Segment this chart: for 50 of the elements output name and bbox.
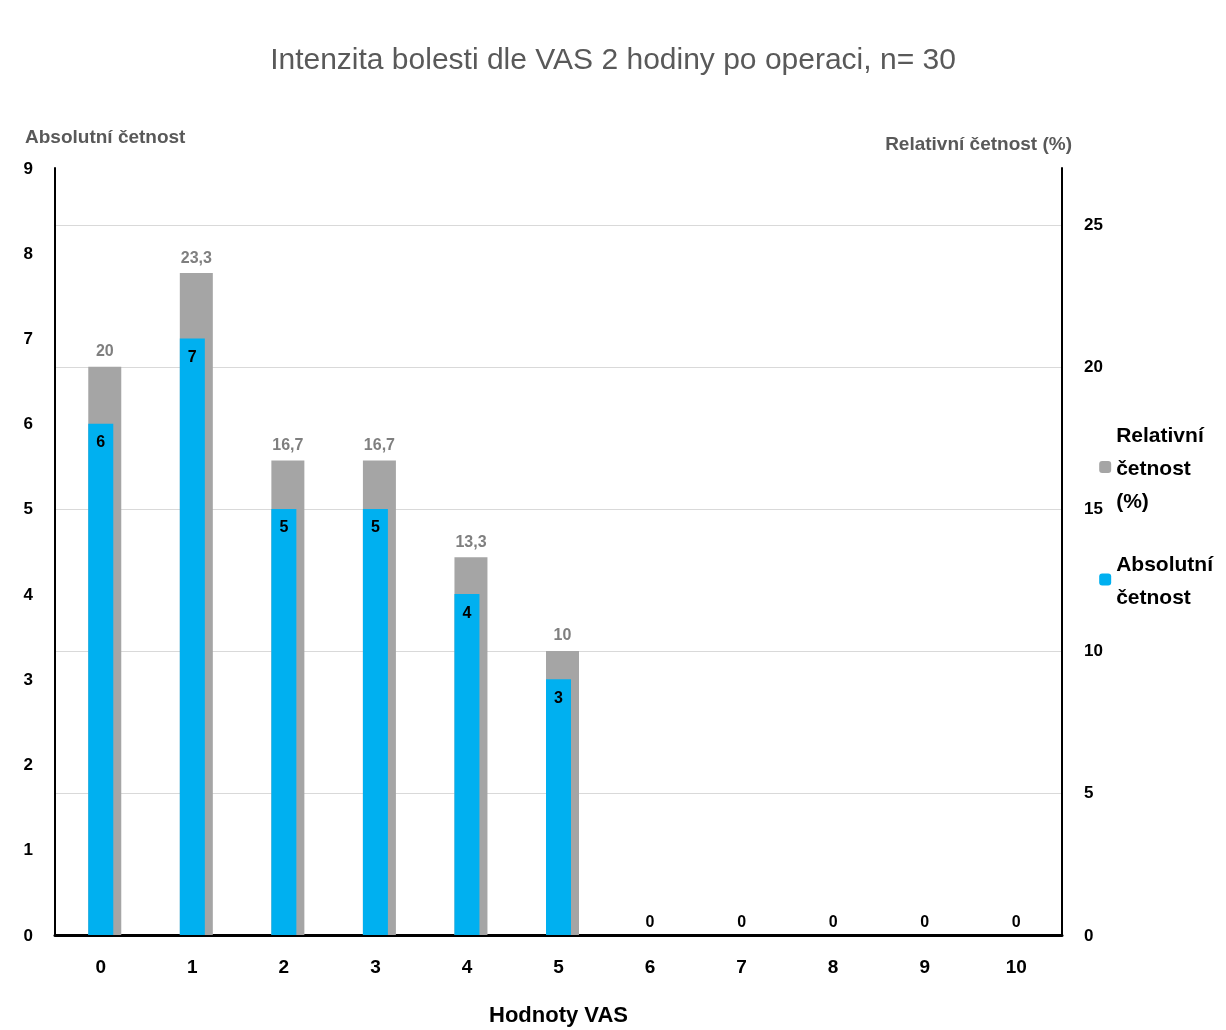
x-tick-label: 4: [461, 956, 473, 977]
data-label: 5: [370, 518, 380, 536]
y2-tick-label: 20: [1084, 357, 1103, 377]
data-label: 0: [828, 912, 838, 930]
data-label: 16,7: [363, 436, 396, 454]
y-tick-label: 3: [23, 669, 33, 689]
data-label: 5: [279, 518, 289, 536]
y-tick-label: 0: [23, 925, 33, 945]
data-label: 6: [96, 433, 106, 451]
data-label: 23,3: [180, 248, 212, 266]
y-tick-label: 4: [23, 584, 34, 604]
x-tick-label: 3: [370, 956, 381, 977]
data-label: 0: [645, 912, 655, 930]
x-axis-title: Hodnoty VAS: [489, 1001, 628, 1027]
y2-tick-label: 10: [1084, 641, 1103, 661]
data-label: 10: [553, 626, 572, 644]
data-label: 4: [462, 603, 472, 621]
data-label: 7: [187, 347, 197, 365]
data-label: 20: [95, 342, 114, 360]
y2-tick-label: 25: [1084, 215, 1103, 235]
y-tick-label: 9: [23, 158, 33, 178]
y-tick-label: 8: [23, 243, 33, 263]
legend-label: Absolutní četnost: [1116, 551, 1215, 608]
y-tick-label: 5: [23, 499, 33, 519]
y2-tick-label: 5: [1084, 783, 1094, 803]
x-tick-label: 10: [1005, 956, 1027, 977]
x-tick-label: 5: [553, 956, 565, 977]
x-tick-label: 8: [827, 956, 839, 977]
data-label: 0: [1011, 912, 1021, 930]
x-tick-label: 2: [278, 956, 290, 977]
y-tick-label: 2: [23, 755, 33, 775]
data-label: 13,3: [455, 532, 487, 550]
legend-label: Relativní četnost (%): [1116, 422, 1205, 512]
x-tick-label: 0: [95, 956, 107, 977]
x-tick-label: 9: [919, 956, 930, 977]
data-label: 0: [737, 912, 747, 930]
x-tick-label: 6: [644, 956, 656, 977]
y-axis-title: Absolutní četnost: [25, 126, 187, 147]
chart-title: Intenzita bolesti dle VAS 2 hodiny po operaci, n= 30: [270, 41, 956, 75]
y-tick-label: 6: [23, 414, 33, 434]
y-tick-label: 1: [23, 840, 33, 860]
data-label: 3: [554, 688, 564, 706]
y-tick-label: 7: [23, 328, 33, 348]
data-label: 16,7: [272, 436, 304, 454]
x-tick-label: 7: [736, 956, 747, 977]
x-tick-label: 1: [187, 956, 199, 977]
y2-tick-label: 15: [1084, 499, 1103, 519]
y2-axis-title: Relativní četnost (%): [885, 133, 1072, 154]
y2-tick-label: 0: [1084, 925, 1094, 945]
data-label: 0: [920, 912, 930, 930]
